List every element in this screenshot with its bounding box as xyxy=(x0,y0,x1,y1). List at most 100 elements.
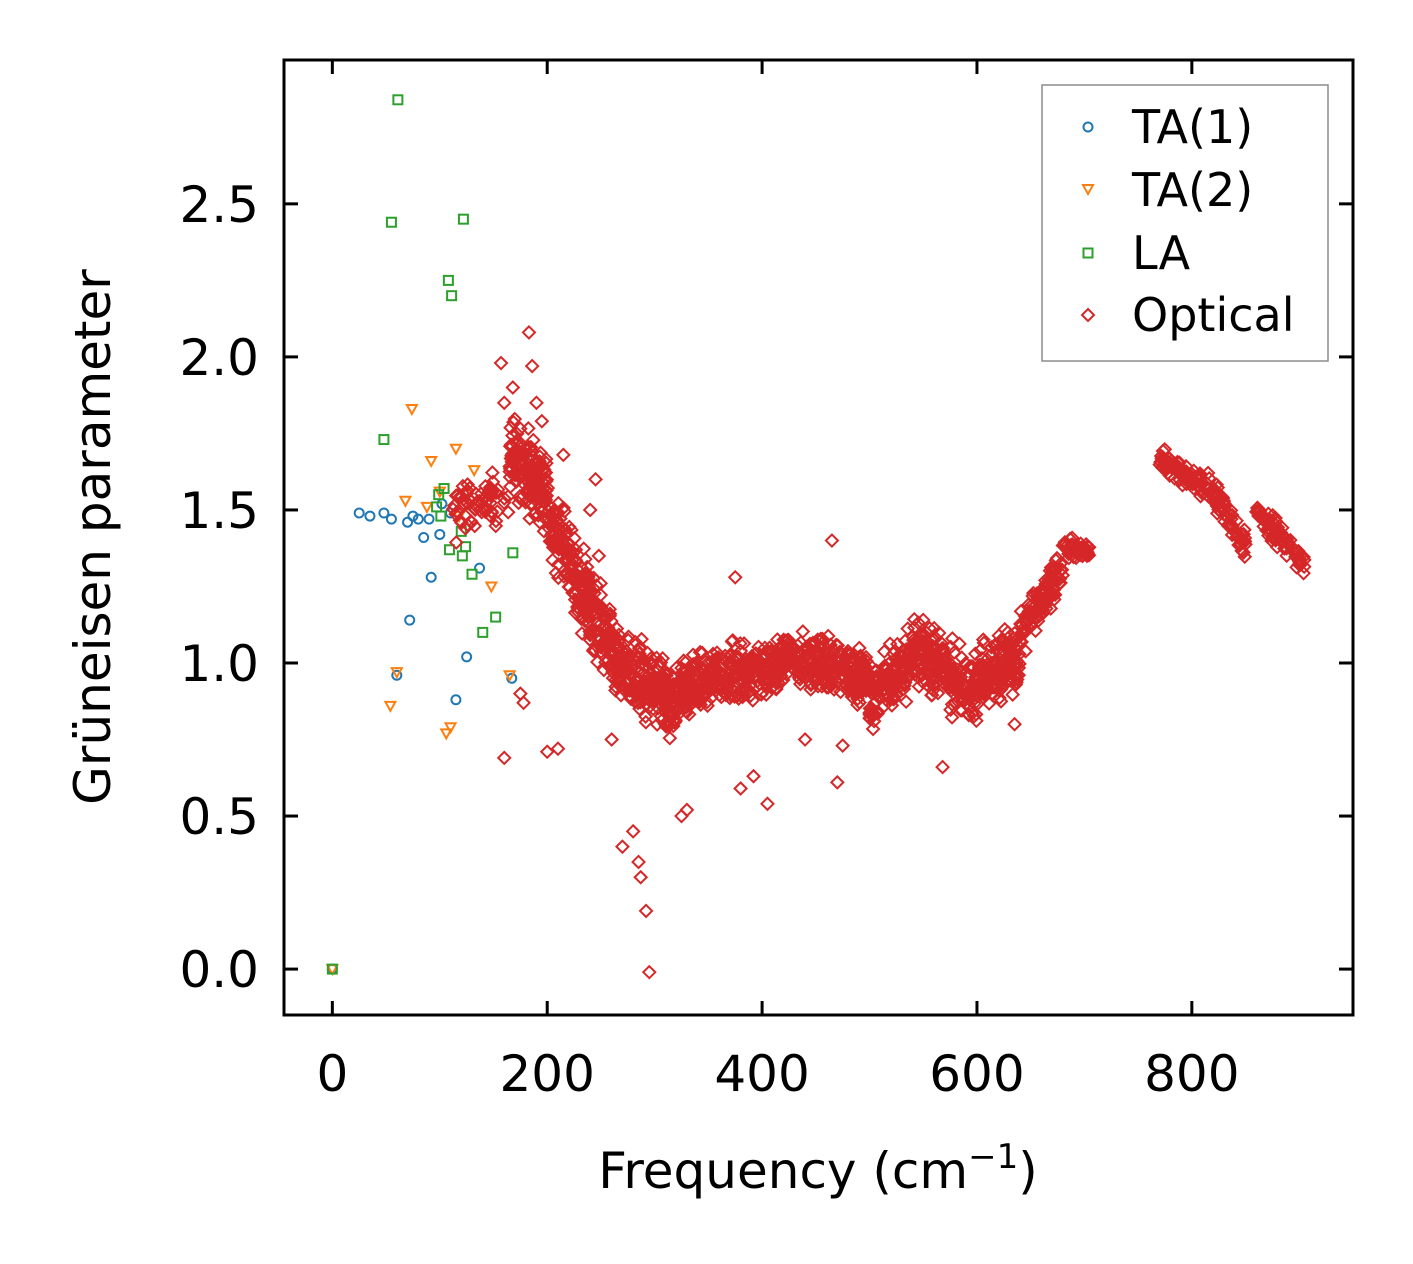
data-point-optical xyxy=(549,514,564,530)
data-point-optical xyxy=(735,683,751,699)
data-point-la xyxy=(477,626,489,638)
data-point-optical xyxy=(1018,643,1034,659)
data-point-optical xyxy=(876,660,892,676)
data-point-optical xyxy=(886,646,901,662)
data-point-optical xyxy=(693,697,709,713)
data-point-optical xyxy=(736,674,752,690)
data-point-ta1 xyxy=(407,510,419,522)
data-point-optical xyxy=(944,674,959,690)
data-point-optical xyxy=(934,641,950,657)
data-point-optical xyxy=(797,732,813,747)
data-point-optical xyxy=(942,680,958,696)
data-point-optical xyxy=(538,451,554,467)
data-point-optical xyxy=(925,650,941,665)
data-point-optical xyxy=(944,709,960,725)
data-point-optical xyxy=(758,687,774,702)
data-point-optical xyxy=(1012,656,1027,672)
data-point-optical xyxy=(655,651,671,666)
data-point-optical xyxy=(1237,534,1253,549)
data-point-optical xyxy=(627,680,643,696)
data-point-optical xyxy=(509,472,524,488)
data-point-optical xyxy=(1043,601,1059,616)
data-point-optical xyxy=(1269,525,1285,540)
data-point-optical xyxy=(576,541,592,557)
data-point-optical xyxy=(520,421,536,436)
data-point-optical xyxy=(550,495,566,511)
data-point-ta1 xyxy=(506,672,518,684)
x-tick-label: 800 xyxy=(1144,1045,1239,1103)
data-point-optical xyxy=(1000,653,1016,669)
data-point-optical xyxy=(586,585,602,601)
data-point-optical xyxy=(1043,586,1059,602)
data-point-la xyxy=(457,213,469,225)
legend-marker-la xyxy=(1082,247,1094,259)
data-point-la xyxy=(378,434,390,446)
data-point-optical xyxy=(943,639,959,655)
data-point-optical xyxy=(484,465,500,480)
data-point-optical xyxy=(572,596,588,612)
data-point-optical xyxy=(900,621,916,637)
data-point-optical xyxy=(906,611,922,627)
data-point-optical xyxy=(1037,597,1053,613)
data-point-ta1 xyxy=(412,513,424,525)
data-point-la xyxy=(490,611,502,623)
data-point-optical xyxy=(522,511,538,526)
data-point-optical xyxy=(582,624,598,639)
data-point-la xyxy=(438,483,450,495)
data-point-optical xyxy=(1005,631,1020,647)
data-point-la xyxy=(446,290,458,302)
data-point-optical xyxy=(684,665,700,680)
data-point-optical xyxy=(540,480,556,496)
data-point-optical xyxy=(559,565,575,580)
data-point-optical xyxy=(768,681,784,697)
x-axis-label: Frequency (cm−1) xyxy=(598,1137,1038,1200)
data-point-optical xyxy=(753,686,769,702)
data-point-ta2 xyxy=(424,455,438,469)
data-point-optical xyxy=(732,673,748,689)
data-point-optical xyxy=(724,634,740,649)
data-point-optical xyxy=(935,664,951,680)
data-point-optical xyxy=(1234,543,1250,559)
data-point-optical xyxy=(882,679,898,695)
data-point-optical xyxy=(596,619,611,635)
data-point-optical xyxy=(589,597,605,613)
data-point-optical xyxy=(493,355,509,371)
data-point-optical xyxy=(496,491,512,506)
x-tick-label: 0 xyxy=(316,1045,348,1103)
data-point-optical xyxy=(502,469,518,485)
data-point-optical xyxy=(620,632,636,648)
data-point-optical xyxy=(538,488,554,504)
data-point-optical xyxy=(577,551,593,567)
data-point-optical xyxy=(881,670,897,686)
data-point-optical xyxy=(1060,537,1076,553)
data-point-ta2 xyxy=(467,465,481,478)
data-point-optical xyxy=(448,506,464,522)
data-point-optical xyxy=(792,653,808,669)
data-point-optical xyxy=(950,694,966,710)
data-point-optical xyxy=(609,654,625,670)
x-tick-label: 200 xyxy=(500,1045,595,1103)
y-axis-label: Grüneisen parameter xyxy=(64,269,122,805)
data-point-optical xyxy=(1153,455,1169,470)
data-point-ta1 xyxy=(378,507,390,519)
data-point-optical xyxy=(976,661,992,677)
data-point-optical xyxy=(912,644,928,660)
data-point-optical xyxy=(1236,526,1252,542)
legend-label-optical: Optical xyxy=(1132,288,1294,342)
data-point-optical xyxy=(832,661,848,677)
data-point-optical xyxy=(496,395,512,411)
data-point-optical xyxy=(507,467,523,483)
data-point-optical xyxy=(557,521,573,537)
data-point-optical xyxy=(850,660,866,676)
data-point-optical xyxy=(1280,537,1296,553)
data-point-optical xyxy=(952,636,967,652)
data-point-optical xyxy=(488,485,504,501)
data-point-optical xyxy=(545,515,560,530)
data-point-optical xyxy=(685,647,701,663)
data-point-optical xyxy=(1024,597,1040,613)
data-point-optical xyxy=(446,498,462,514)
data-point-optical xyxy=(936,644,952,660)
data-point-optical xyxy=(824,677,840,693)
data-point-optical xyxy=(1046,571,1062,587)
